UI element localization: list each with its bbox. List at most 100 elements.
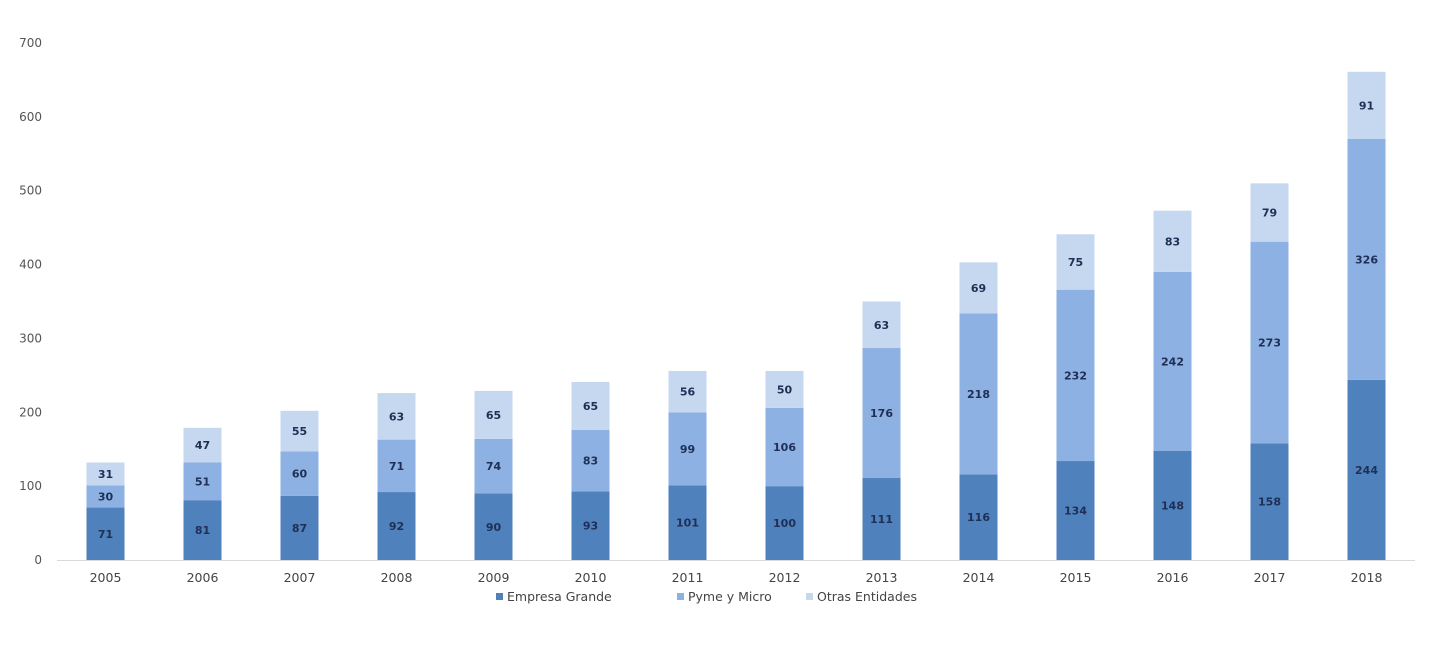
bar-segment — [571, 382, 610, 431]
data-label: 244 — [1355, 464, 1378, 477]
bar-segment — [668, 412, 707, 486]
bar-segment — [377, 393, 416, 440]
data-label: 93 — [583, 520, 598, 533]
data-label: 51 — [195, 475, 210, 488]
y-tick-label: 400 — [19, 258, 42, 272]
bar-stack-2011: 101 99 56 — [668, 370, 707, 560]
x-tick-label: 2008 — [381, 570, 413, 585]
bar-stack-2014: 116 218 69 — [959, 262, 998, 560]
legend-swatch — [806, 593, 813, 600]
bar-stack-2016: 148 242 83 — [1153, 210, 1192, 560]
bar-stack-2007: 87 60 55 — [280, 410, 319, 560]
x-tick-label: 2013 — [866, 570, 898, 585]
bar-segment — [1347, 139, 1386, 380]
bar-segment — [86, 485, 125, 508]
bar-segment — [959, 262, 998, 314]
legend-swatch — [496, 593, 503, 600]
data-label: 232 — [1064, 369, 1087, 382]
bar-segment — [1347, 71, 1386, 140]
bar-segment — [1153, 450, 1192, 560]
bar-segment — [1250, 443, 1289, 560]
data-label: 50 — [777, 383, 793, 396]
x-tick-label: 2011 — [672, 570, 704, 585]
data-label: 55 — [292, 425, 307, 438]
data-label: 176 — [870, 407, 893, 420]
bar-segment — [959, 474, 998, 560]
data-label: 71 — [98, 528, 113, 541]
x-tick-label: 2014 — [963, 570, 995, 585]
legend-label: Pyme y Micro — [688, 589, 772, 604]
bar-stack-2010: 93 83 65 — [571, 382, 610, 560]
data-label: 30 — [98, 490, 114, 503]
bar-stack-2017: 158 273 79 — [1250, 183, 1289, 560]
bar-segment — [1347, 379, 1386, 560]
bar-segment — [765, 370, 804, 408]
bar-stack-2006: 81 51 47 — [183, 427, 222, 560]
x-tick-label: 2005 — [90, 570, 122, 585]
bar-segment — [280, 410, 319, 452]
bar-segment — [668, 370, 707, 413]
bar-segment — [377, 439, 416, 493]
legend: Empresa Grande Pyme y Micro Otras Entidade… — [0, 589, 1440, 609]
data-label: 91 — [1359, 99, 1374, 112]
data-label: 81 — [195, 524, 210, 537]
x-tick-label: 2007 — [284, 570, 316, 585]
bar-segment — [474, 493, 513, 560]
data-label: 74 — [486, 460, 502, 473]
bar-segment — [474, 438, 513, 494]
bar-segment — [1250, 241, 1289, 444]
bar-stack-2005: 71 30 31 — [86, 462, 125, 560]
data-label: 100 — [773, 517, 796, 530]
data-label: 134 — [1064, 505, 1087, 518]
bar-stack-2013: 111 176 63 — [862, 301, 901, 560]
bar-segment — [862, 478, 901, 560]
x-tick-label: 2012 — [769, 570, 801, 585]
data-label: 75 — [1068, 256, 1083, 269]
bar-segment — [280, 451, 319, 496]
bar-segment — [183, 462, 222, 501]
data-label: 90 — [486, 521, 502, 534]
legend-item: Empresa Grande — [496, 589, 612, 604]
bar-stack-2018: 244 326 91 — [1347, 71, 1386, 560]
data-label: 31 — [98, 468, 113, 481]
bar-segment — [862, 348, 901, 479]
bar-segment — [86, 507, 125, 560]
bar-segment — [668, 485, 707, 560]
data-label: 218 — [967, 388, 990, 401]
data-label: 106 — [773, 441, 796, 454]
legend-item: Otras Entidades — [806, 589, 917, 604]
data-label: 158 — [1258, 496, 1281, 509]
bar-segment — [959, 313, 998, 475]
legend-label: Empresa Grande — [507, 589, 612, 604]
data-label: 71 — [389, 460, 404, 473]
bar-stack-2015: 134 232 75 — [1056, 234, 1095, 560]
x-tick-label: 2017 — [1254, 570, 1286, 585]
legend-label: Otras Entidades — [817, 589, 917, 604]
x-tick-label: 2009 — [478, 570, 510, 585]
legend-swatch — [677, 593, 684, 600]
bar-segment — [183, 427, 222, 463]
bar-segment — [862, 301, 901, 349]
bar-segment — [1153, 271, 1192, 451]
y-tick-label: 700 — [19, 36, 42, 50]
y-tick-label: 0 — [34, 553, 42, 567]
data-label: 65 — [486, 409, 501, 422]
data-label: 111 — [870, 513, 893, 526]
bar-segment — [765, 486, 804, 560]
data-label: 273 — [1258, 336, 1281, 349]
bar-segment — [1056, 289, 1095, 462]
bar-segment — [571, 430, 610, 492]
y-tick-label: 500 — [19, 184, 42, 198]
data-label: 65 — [583, 400, 598, 413]
bar-stack-2009: 90 74 65 — [474, 390, 513, 560]
bar-segment — [183, 500, 222, 560]
x-tick-label: 2016 — [1157, 570, 1189, 585]
bar-segment — [1056, 461, 1095, 560]
data-label: 79 — [1262, 207, 1277, 220]
data-label: 47 — [195, 439, 210, 452]
bar-segment — [474, 390, 513, 439]
data-label: 56 — [680, 386, 696, 399]
data-label: 87 — [292, 522, 307, 535]
